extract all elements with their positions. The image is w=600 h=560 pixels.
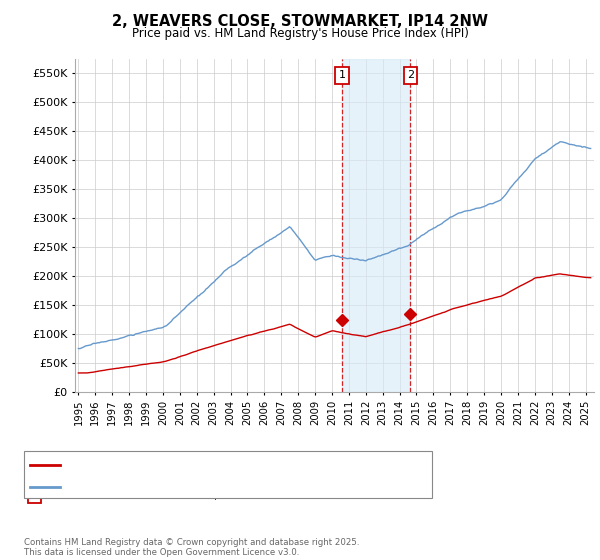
Text: 53% ↓ HPI: 53% ↓ HPI bbox=[306, 491, 365, 501]
Text: 2, WEAVERS CLOSE, STOWMARKET, IP14 2NW (detached house): 2, WEAVERS CLOSE, STOWMARKET, IP14 2NW (… bbox=[66, 460, 400, 470]
Bar bbox=[342, 59, 410, 392]
Text: 2: 2 bbox=[407, 71, 414, 81]
Text: 22-AUG-2014: 22-AUG-2014 bbox=[57, 491, 131, 501]
Text: Price paid vs. HM Land Registry's House Price Index (HPI): Price paid vs. HM Land Registry's House … bbox=[131, 27, 469, 40]
Text: 2, WEAVERS CLOSE, STOWMARKET, IP14 2NW: 2, WEAVERS CLOSE, STOWMARKET, IP14 2NW bbox=[112, 14, 488, 29]
Text: 2: 2 bbox=[31, 491, 38, 501]
Text: 03-AUG-2010: 03-AUG-2010 bbox=[57, 463, 131, 473]
Text: 1: 1 bbox=[31, 463, 38, 473]
Text: 1: 1 bbox=[338, 71, 346, 81]
Text: £135,000: £135,000 bbox=[186, 491, 239, 501]
Text: £125,000: £125,000 bbox=[186, 463, 239, 473]
Text: 52% ↓ HPI: 52% ↓ HPI bbox=[306, 463, 365, 473]
Text: HPI: Average price, detached house, Mid Suffolk: HPI: Average price, detached house, Mid … bbox=[66, 482, 317, 492]
Text: Contains HM Land Registry data © Crown copyright and database right 2025.
This d: Contains HM Land Registry data © Crown c… bbox=[24, 538, 359, 557]
